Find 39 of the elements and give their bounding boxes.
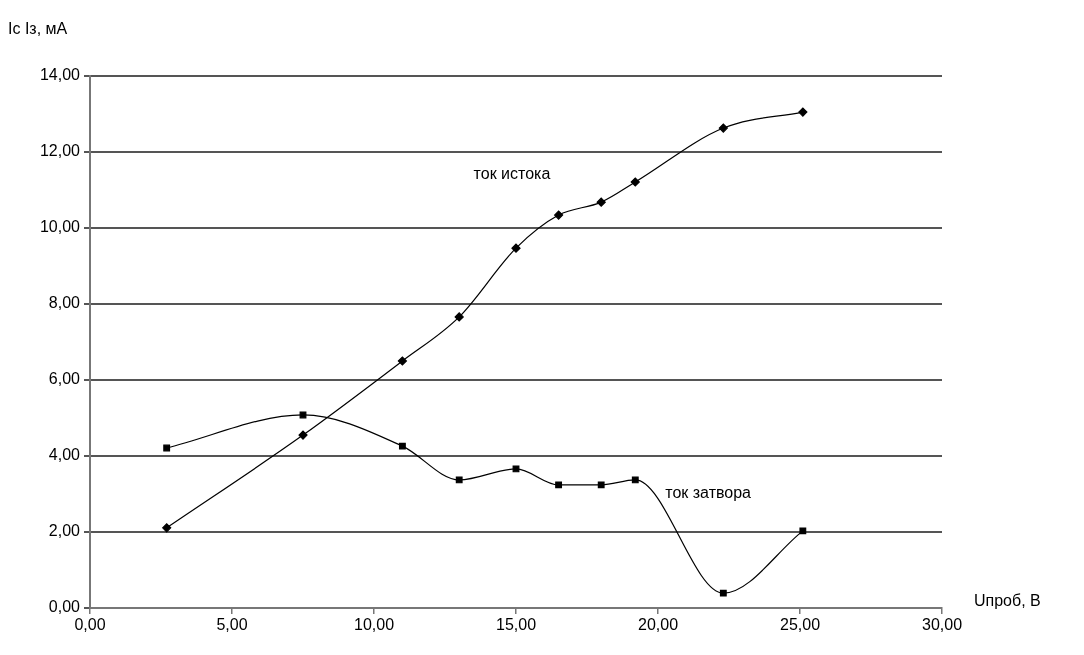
point	[162, 523, 172, 533]
y-tick-label: 12,00	[39, 142, 81, 160]
x-tick-label: 5,00	[216, 616, 248, 634]
point	[454, 312, 464, 322]
point	[555, 481, 563, 489]
series-label: ток затвора	[665, 484, 752, 502]
point	[554, 210, 564, 220]
point	[163, 444, 171, 452]
x-tick-label: 20,00	[637, 616, 679, 634]
point	[512, 465, 520, 473]
x-tick-label: 10,00	[353, 616, 395, 634]
y-tick-label: 2,00	[48, 522, 81, 540]
x-axis-title: Uпроб, В	[974, 592, 1041, 610]
point	[631, 476, 639, 484]
y-tick-label: 8,00	[48, 294, 81, 312]
point	[397, 356, 407, 366]
y-axis-title: Ic Iз, мА	[8, 20, 68, 38]
point	[398, 442, 406, 450]
point	[596, 197, 606, 207]
x-tick-label: 25,00	[779, 616, 821, 634]
y-tick-label: 14,00	[39, 66, 81, 84]
point	[455, 476, 463, 484]
point	[597, 481, 605, 489]
y-tick-label: 10,00	[39, 218, 81, 236]
x-tick-label: 15,00	[495, 616, 537, 634]
point	[718, 123, 728, 133]
point	[719, 589, 727, 597]
point	[630, 177, 640, 187]
x-tick-label: 0,00	[74, 616, 106, 634]
y-tick-label: 0,00	[48, 598, 81, 616]
point	[798, 107, 808, 117]
series-label: ток истока	[473, 165, 551, 183]
point	[511, 243, 521, 253]
y-tick-label: 6,00	[48, 370, 81, 388]
y-tick-label: 4,00	[48, 446, 81, 464]
point	[299, 411, 307, 419]
point	[799, 527, 807, 535]
point	[298, 430, 308, 440]
x-tick-label: 30,00	[921, 616, 963, 634]
